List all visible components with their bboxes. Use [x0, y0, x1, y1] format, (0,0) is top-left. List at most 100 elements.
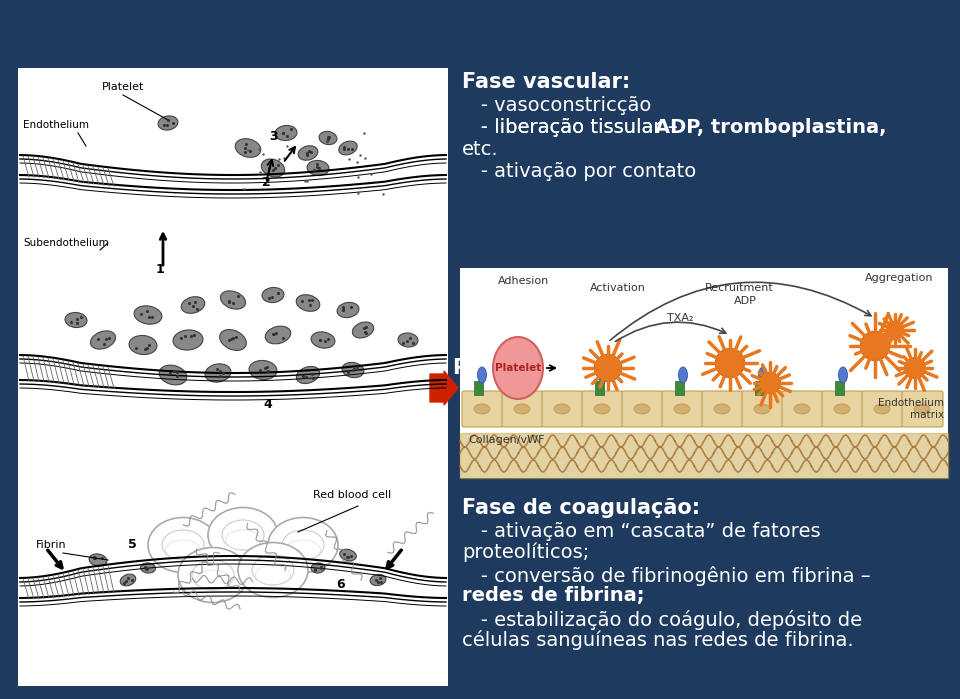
Ellipse shape — [554, 404, 570, 414]
Ellipse shape — [398, 333, 418, 347]
FancyBboxPatch shape — [462, 391, 503, 427]
Ellipse shape — [221, 291, 246, 309]
FancyBboxPatch shape — [782, 391, 823, 427]
Ellipse shape — [173, 330, 203, 350]
Ellipse shape — [208, 507, 278, 563]
Text: P: P — [452, 358, 468, 378]
Ellipse shape — [758, 367, 767, 383]
Text: 6: 6 — [336, 578, 345, 591]
Circle shape — [759, 373, 780, 394]
Ellipse shape — [838, 367, 848, 383]
Ellipse shape — [598, 367, 608, 383]
Circle shape — [904, 358, 925, 378]
Ellipse shape — [275, 125, 297, 140]
Ellipse shape — [89, 554, 107, 566]
Circle shape — [887, 322, 903, 338]
Ellipse shape — [337, 303, 359, 317]
FancyBboxPatch shape — [542, 391, 583, 427]
Text: 4: 4 — [264, 398, 273, 411]
Text: Collagen/vWF: Collagen/vWF — [468, 435, 544, 445]
Text: Endothelium
matrix: Endothelium matrix — [878, 398, 944, 419]
Text: redes de fibrina;: redes de fibrina; — [462, 586, 644, 605]
FancyBboxPatch shape — [582, 391, 623, 427]
Ellipse shape — [477, 367, 487, 383]
Ellipse shape — [181, 296, 204, 313]
FancyBboxPatch shape — [742, 391, 783, 427]
FancyBboxPatch shape — [502, 391, 543, 427]
Ellipse shape — [352, 322, 373, 338]
Ellipse shape — [340, 549, 356, 561]
Text: 2: 2 — [262, 176, 271, 189]
Ellipse shape — [134, 305, 162, 324]
Text: Activation: Activation — [590, 283, 646, 293]
FancyBboxPatch shape — [460, 268, 948, 478]
Ellipse shape — [297, 366, 320, 384]
Text: - vasoconstricção: - vasoconstricção — [462, 96, 652, 115]
Ellipse shape — [754, 404, 770, 414]
Ellipse shape — [914, 404, 930, 414]
Circle shape — [715, 348, 745, 377]
Text: ADP: ADP — [733, 296, 756, 306]
Text: proteolíticos;: proteolíticos; — [462, 542, 589, 561]
Text: - liberação tissular –: - liberação tissular – — [462, 118, 684, 137]
Ellipse shape — [65, 312, 87, 328]
Ellipse shape — [370, 575, 386, 586]
Ellipse shape — [140, 563, 156, 573]
Text: Red blood cell: Red blood cell — [313, 490, 392, 500]
FancyBboxPatch shape — [862, 391, 903, 427]
Ellipse shape — [299, 146, 318, 160]
Ellipse shape — [178, 547, 248, 603]
Text: - liberação tissular –: - liberação tissular – — [462, 118, 684, 137]
Ellipse shape — [339, 141, 357, 155]
Bar — [514, 381, 523, 395]
Text: TXA₂: TXA₂ — [667, 313, 693, 323]
Text: - conversão de fibrinogênio em fibrina –: - conversão de fibrinogênio em fibrina – — [462, 566, 871, 586]
FancyBboxPatch shape — [822, 391, 863, 427]
Ellipse shape — [120, 574, 135, 586]
Ellipse shape — [220, 329, 247, 350]
Ellipse shape — [674, 404, 690, 414]
Text: etc.: etc. — [462, 140, 498, 159]
FancyBboxPatch shape — [18, 68, 448, 686]
Ellipse shape — [517, 367, 526, 383]
FancyBboxPatch shape — [622, 391, 663, 427]
Text: - estabilização do coágulo, depósito de: - estabilização do coágulo, depósito de — [462, 610, 862, 630]
Text: Fibrin: Fibrin — [36, 540, 66, 550]
Ellipse shape — [261, 159, 285, 177]
Text: Fase de coagulação:: Fase de coagulação: — [462, 498, 700, 518]
Ellipse shape — [265, 326, 291, 344]
Ellipse shape — [493, 337, 543, 399]
FancyBboxPatch shape — [662, 391, 703, 427]
FancyBboxPatch shape — [902, 391, 943, 427]
Text: células sanguíneas nas redes de fibrina.: células sanguíneas nas redes de fibrina. — [462, 630, 853, 650]
Text: Platelet: Platelet — [494, 363, 541, 373]
Ellipse shape — [158, 116, 178, 130]
Ellipse shape — [297, 295, 320, 311]
Ellipse shape — [252, 555, 294, 585]
Ellipse shape — [222, 520, 264, 550]
Text: Endothelium: Endothelium — [23, 120, 89, 130]
Text: - ativação em “cascata” de fatores: - ativação em “cascata” de fatores — [462, 522, 821, 541]
Ellipse shape — [514, 404, 530, 414]
Circle shape — [594, 354, 621, 382]
Ellipse shape — [238, 542, 308, 598]
Ellipse shape — [679, 367, 687, 383]
Ellipse shape — [159, 365, 187, 385]
Ellipse shape — [311, 563, 325, 573]
Ellipse shape — [192, 560, 234, 590]
Ellipse shape — [268, 517, 338, 572]
Circle shape — [860, 331, 890, 361]
Ellipse shape — [311, 332, 335, 348]
Ellipse shape — [235, 138, 261, 157]
Ellipse shape — [834, 404, 850, 414]
Text: 3: 3 — [269, 130, 277, 143]
FancyBboxPatch shape — [702, 391, 743, 427]
Ellipse shape — [90, 331, 115, 349]
FancyArrow shape — [430, 371, 458, 405]
Ellipse shape — [594, 404, 610, 414]
Bar — [675, 381, 684, 395]
Text: Recruitment: Recruitment — [705, 283, 774, 293]
Ellipse shape — [319, 131, 337, 145]
Text: Aggregation: Aggregation — [865, 273, 933, 283]
Text: Adhesion: Adhesion — [498, 276, 549, 286]
